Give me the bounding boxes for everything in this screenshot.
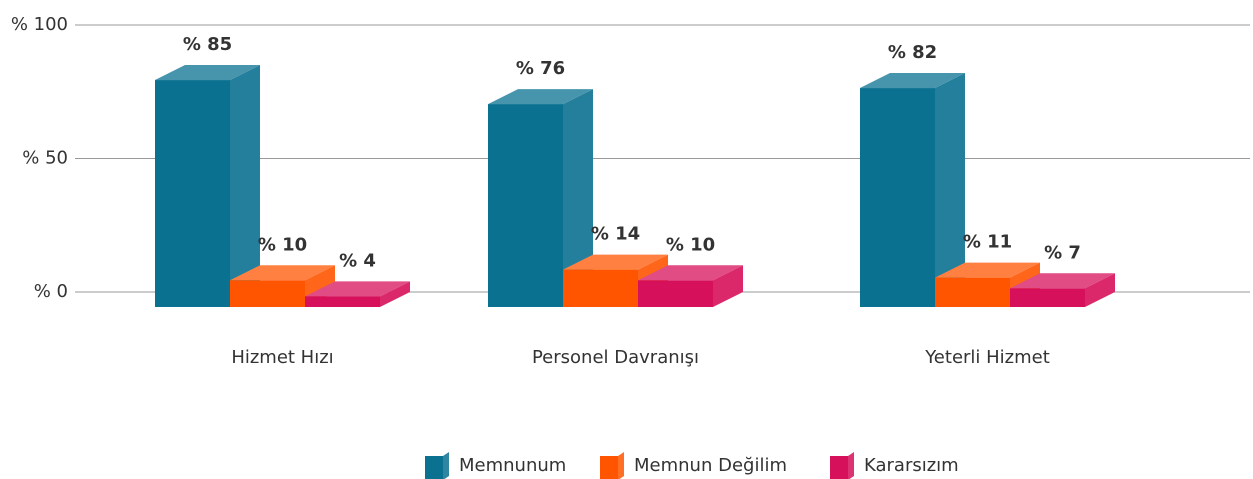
value-label: % 82 bbox=[888, 42, 937, 63]
bar-top bbox=[488, 89, 593, 105]
bar bbox=[860, 73, 965, 307]
x-tick-label: Hizmet Hızı bbox=[231, 347, 333, 368]
bar-front bbox=[488, 104, 563, 307]
bar-front bbox=[860, 88, 935, 307]
bar-side bbox=[713, 265, 743, 307]
bar bbox=[1010, 273, 1115, 307]
bar-side bbox=[1085, 273, 1115, 307]
bar-front bbox=[563, 269, 638, 307]
bar-front bbox=[1010, 288, 1085, 307]
value-label: % 76 bbox=[516, 58, 565, 79]
value-label: % 85 bbox=[183, 34, 232, 55]
bar bbox=[230, 265, 335, 307]
bar-side bbox=[380, 281, 410, 307]
legend-item: Kararsızım bbox=[830, 452, 959, 479]
bar-top bbox=[860, 73, 965, 89]
bar-top bbox=[230, 265, 335, 281]
bar-top bbox=[155, 65, 260, 81]
bar-top bbox=[563, 254, 668, 270]
bar bbox=[488, 89, 593, 307]
bar-front bbox=[935, 277, 1010, 307]
legend-swatch bbox=[600, 456, 618, 479]
bar-front bbox=[230, 280, 305, 307]
bar bbox=[155, 65, 260, 307]
bar-side bbox=[230, 65, 260, 307]
legend-swatch-side bbox=[848, 452, 854, 479]
value-label: % 14 bbox=[591, 224, 640, 245]
bar-front bbox=[155, 80, 230, 307]
bar bbox=[305, 281, 410, 307]
legend-swatch-side bbox=[618, 452, 624, 479]
legend-item: Memnun Değilim bbox=[600, 452, 787, 479]
bar-side bbox=[563, 89, 593, 307]
bar bbox=[638, 265, 743, 307]
bar-top bbox=[638, 265, 743, 281]
bar-front bbox=[638, 280, 713, 307]
bar-side bbox=[935, 73, 965, 307]
x-tick-label: Yeterli Hizmet bbox=[924, 347, 1050, 368]
bar-top bbox=[935, 262, 1040, 278]
legend-swatch bbox=[830, 456, 848, 479]
y-tick-label: % 100 bbox=[11, 14, 68, 35]
value-label: % 10 bbox=[666, 234, 715, 255]
legend-label: Memnunum bbox=[459, 455, 566, 476]
legend-label: Memnun Değilim bbox=[634, 455, 787, 476]
x-tick-label: Personel Davranışı bbox=[532, 347, 699, 368]
value-label: % 11 bbox=[963, 232, 1012, 253]
value-label: % 7 bbox=[1044, 242, 1081, 263]
y-tick-label: % 50 bbox=[22, 148, 68, 169]
bar-front bbox=[305, 296, 380, 307]
legend-label: Kararsızım bbox=[864, 455, 959, 476]
legend-item: Memnunum bbox=[425, 452, 566, 479]
value-label: % 10 bbox=[258, 234, 307, 255]
legend-swatch-side bbox=[443, 452, 449, 479]
legend-swatch bbox=[425, 456, 443, 479]
value-label: % 4 bbox=[339, 250, 376, 271]
bar-top bbox=[1010, 273, 1115, 289]
y-tick-label: % 0 bbox=[34, 281, 68, 302]
bar-top bbox=[305, 281, 410, 297]
